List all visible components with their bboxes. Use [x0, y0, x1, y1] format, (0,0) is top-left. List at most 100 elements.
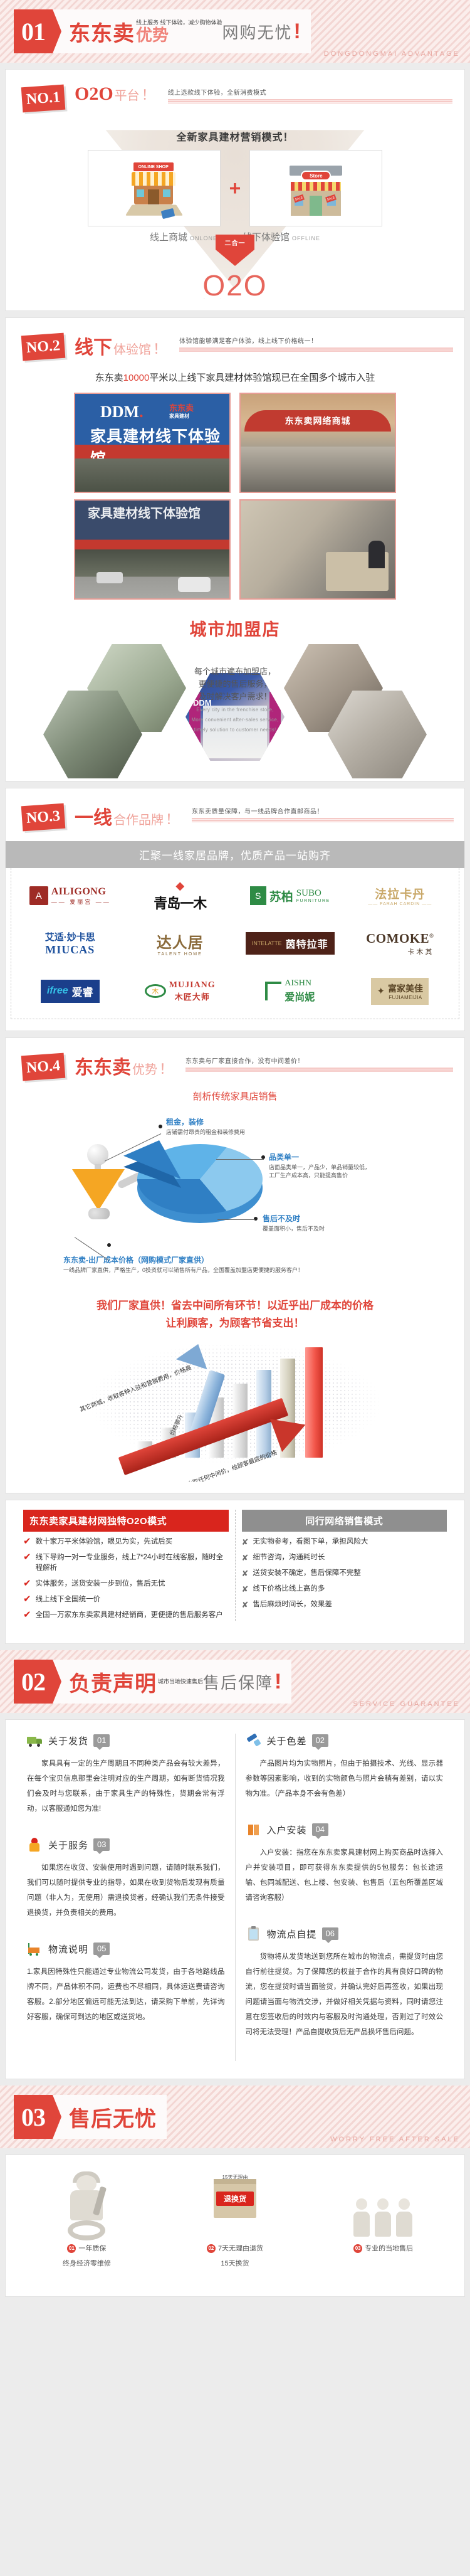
- comparison-right-text-4: 线下价格比线上高的多: [253, 1585, 325, 1593]
- install-box-icon: [246, 1823, 262, 1837]
- no2-title-bang: ！: [153, 341, 167, 357]
- cross-icon: ✘: [241, 1584, 249, 1594]
- service-column-divider: [234, 1734, 236, 2061]
- comparison-left-item-2: ✔ 线下导购一对一专业服务，线上7*24小时在线客服，随时全程解析: [23, 1552, 229, 1574]
- callout-rent-body: 店铺需付昂贵的租金和装修费用: [166, 1129, 246, 1135]
- service-num-pickup: 06: [321, 1927, 338, 1943]
- worker-head-shape: [76, 2175, 97, 2192]
- car-shape-1: [178, 577, 211, 592]
- comoke-name-en: COMOKE®: [366, 931, 434, 946]
- mall-art: 东东卖网络商城: [241, 394, 395, 492]
- shop-window-left: [136, 189, 144, 197]
- tick-icon: ✔: [23, 1594, 31, 1604]
- hex-storefront-glass: [203, 706, 267, 758]
- o2o-boxes: ONLINE SHOP + Store: [6, 150, 464, 226]
- photo1-brand-dot: .: [139, 403, 144, 421]
- comoke-name-cn: 卡木其: [407, 948, 434, 956]
- cross-icon: ✘: [241, 1553, 249, 1562]
- photo1-brand-cn: 东东卖 家具建材: [169, 404, 194, 420]
- mujiang-name-en: MUJIANG: [169, 980, 216, 990]
- comparison-right-text-5: 售后麻烦时间长，效果差: [253, 1601, 332, 1608]
- after-sale-cap-2a: 7天无理由退货: [217, 2244, 264, 2252]
- online-shop-sign: ONLINE SHOP: [132, 162, 174, 172]
- service-head-color: 关于色差 02: [246, 1733, 444, 1750]
- cart-wheel-2: [36, 1953, 38, 1956]
- miucas-name-en: MIUCAS: [45, 943, 95, 956]
- brand-logo-ifree: ifree 爱睿: [15, 972, 125, 1010]
- banner-inner-02: 02 负责声明 城市当地快速售后 售后保障 !: [14, 1660, 292, 1704]
- service-body-color: 产品图片均为实物照片，但由于拍摄技术、光线、显示器参数等因素影响，收到的实物颜色…: [245, 1760, 444, 1798]
- ailigong-name-en: AILIGONG: [51, 886, 107, 897]
- after-sale-badge-1: 01 一年质保: [67, 2244, 106, 2254]
- brand-logo-ailigong: A AILIGONG —— 爱丽宫 ——: [15, 877, 125, 914]
- no2-desc-rule: [179, 347, 453, 352]
- street-art: 家具建材线下体验馆: [75, 501, 229, 598]
- banner-gray-02: 售后保障: [203, 1673, 274, 1692]
- banner-gray-01: 网购无忧: [222, 23, 293, 42]
- no4-desc: 东东卖与厂家直接合作，没有中间差价！: [185, 1058, 305, 1065]
- no2-lead: 东东卖10000平米以上线下家具建材体验馆现已在全国多个城市入驻: [6, 371, 464, 384]
- comparison-left-text-2: 线下导购一对一专业服务，线上7*24小时在线客服，随时全程解析: [35, 1554, 224, 1572]
- p3-body: [395, 2212, 412, 2237]
- comparison-left-column: 东东卖家具建材网独特O2O模式 ✔ 数十家万平米体验馆，眼见为实，先试后买 ✔ …: [17, 1510, 236, 1621]
- no2-lead-highlight: 10000: [123, 373, 150, 383]
- o2o-diagram: 全新家具建材营销模式！ ONLINE SHOP +: [6, 117, 464, 299]
- service-block-service: 关于服务 03 如果您在收货、安装使用时遇到问题，请随时联系我们，我们可以随时提…: [27, 1838, 225, 1921]
- brand-logo-grid: A AILIGONG —— 爱丽宫 —— ◆ 青岛一木 S 苏柏: [11, 868, 459, 1019]
- callout-aftersale-line: [217, 1219, 255, 1220]
- no1-title-bang: ！: [141, 87, 155, 103]
- shop-door-shape: [147, 189, 159, 204]
- service-num-shipping: 01: [93, 1734, 110, 1750]
- comparison-left-text-5: 全国一万家东东卖家具建材经销商，更便捷的售后服务客户: [35, 1611, 223, 1619]
- brush-tip-shape: [253, 1739, 261, 1747]
- service-head-service: 关于服务 03: [27, 1838, 225, 1854]
- callout-category-dot: [261, 1155, 265, 1159]
- cart-wheel-1: [29, 1953, 32, 1956]
- city-en-2: More convenient after-sales service,: [191, 717, 279, 723]
- cart-boxes-shape: [28, 1948, 39, 1953]
- subo-name-sub: FURNITURE: [296, 899, 330, 903]
- pie-chart-title: 剖析传统家具店销售: [192, 1091, 278, 1102]
- online-shop-box: ONLINE SHOP: [87, 150, 221, 226]
- p1-head: [355, 2198, 367, 2210]
- service-body-install: 入户安装：指您在东东卖家具建材网上购买商品时选择入户并安装项目，即可获得东东卖提…: [245, 1849, 444, 1902]
- service-num-install: 04: [311, 1823, 328, 1839]
- o2o-labels: 线上商城 ONLONE 线下体验馆 OFFLINE: [6, 230, 464, 243]
- after-sale-cell-warranty: 01 一年质保 终身经济零维修: [16, 2171, 158, 2269]
- comoke-reg-icon: ®: [429, 932, 434, 939]
- tick-icon: ✔: [23, 1609, 31, 1620]
- no1-desc-wrap: 线上选款线下体验，全新消费模式: [167, 83, 464, 103]
- no2-desc: 体验馆能够满足客户体验，线上线下价格统一！: [179, 338, 318, 345]
- online-shop-icon: ONLINE SHOP: [123, 157, 185, 220]
- comparison-right-text-3: 送货安装不确定，售后保障不完整: [253, 1569, 361, 1577]
- city-franchise-copy: 每个城市遍布加盟店， 更便捷的售后服务， 及时解决客户需求！ Every cit…: [157, 665, 313, 733]
- brand-logo-miucas: 艾适·妙卡思 MIUCAS: [15, 925, 125, 962]
- banner-english-02: SERVICE GUARANTEE: [353, 1700, 460, 1708]
- banner-number-01: 01: [14, 9, 61, 53]
- no4-badge: NO.4: [21, 1052, 66, 1081]
- brand-logo-qingdaoyimu: ◆ 青岛一木: [125, 877, 236, 914]
- hex-photo-3: [43, 691, 142, 778]
- mascot-head: [87, 1144, 108, 1165]
- no1-title: O2O 平台 ！: [75, 83, 155, 105]
- aishn-name-cn: 爱尚妮: [285, 992, 315, 1003]
- card-after-sale: 01 一年质保 终身经济零维修 15天无理由 退换货 02 7天无理由退货 15…: [5, 2155, 465, 2297]
- city-en-1: Every city in the frenchise store,: [196, 707, 274, 713]
- service-column-left: 关于发货 01 家具具有一定的生产周期且不同种类产品会有较大差异，在每个宝贝信息…: [17, 1734, 235, 2061]
- store-awning-shape: [291, 182, 342, 192]
- no2-title-big: 线下: [75, 337, 112, 358]
- banner-exclaim-01: !: [293, 19, 301, 43]
- card-no3-brands: NO.3 一线 合作品牌 ！ 东东卖质量保障，与一线品牌合作直邮商品！ 汇聚一线…: [5, 788, 465, 1031]
- service-head-shipping: 关于发货 01: [27, 1734, 225, 1750]
- no4-title-small: 优势: [132, 1063, 157, 1077]
- after-sale-badge-2: 02 7天无理由退货: [206, 2244, 264, 2254]
- plus-icon: +: [229, 176, 241, 199]
- comparison-left-item-1: ✔ 数十家万平米体验馆，眼见为实，先试后买: [23, 1537, 229, 1547]
- pitch-line-2: 让利顾客，为顾客节省支出！: [165, 1317, 305, 1329]
- service-person-icon: [27, 1838, 43, 1852]
- service-title-shipping: 关于发货: [48, 1736, 89, 1747]
- p2-body: [374, 2212, 391, 2237]
- no1-title-big: O2O: [75, 83, 113, 104]
- price-bar-chart: 价格攀升 其它商城，收取各种入驻和营销费用，价格高 东东卖不收取任何中间价，给顾…: [6, 1337, 464, 1481]
- banner-inner-03: 03 售后无忧: [14, 2095, 167, 2139]
